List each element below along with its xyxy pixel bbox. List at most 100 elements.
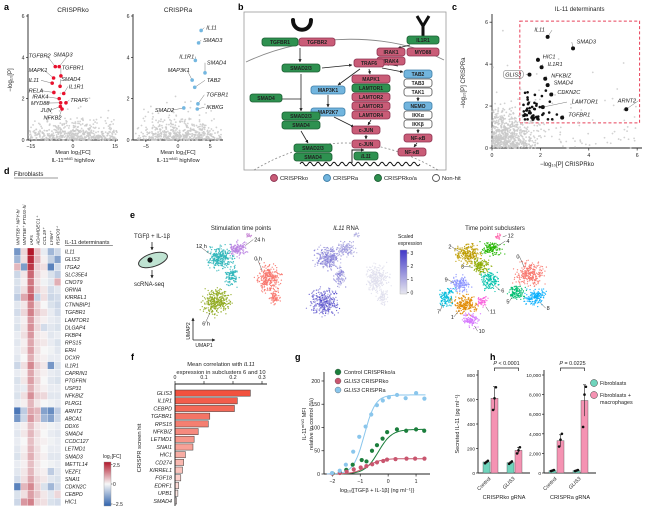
svg-text:SMAD3: SMAD3 (203, 38, 223, 44)
svg-text:TAB2: TAB2 (412, 72, 425, 78)
svg-text:TRAF6: TRAF6 (70, 98, 89, 104)
svg-text:IRAK4: IRAK4 (383, 59, 398, 65)
svg-text:GLIS3: GLIS3 (65, 257, 80, 263)
svg-text:MAP3K1: MAP3K1 (168, 68, 190, 74)
svg-text:NEMO: NEMO (411, 104, 426, 110)
svg-text:IL1R1: IL1R1 (69, 84, 84, 90)
svg-text:SMAD4: SMAD4 (207, 61, 226, 67)
svg-text:2: 2 (485, 104, 488, 110)
svg-text:1: 1 (411, 277, 414, 283)
svg-text:CEBPD: CEBPD (65, 492, 83, 498)
svg-text:4: 4 (485, 62, 488, 68)
svg-text:CRISPRko/a: CRISPRko/a (384, 176, 418, 182)
svg-text:WNT5B⁺ NPY-hi: WNT5B⁺ NPY-hi (15, 209, 21, 245)
svg-text:CCL19⁺: CCL19⁺ (42, 227, 48, 245)
svg-text:log₂[FC]: log₂[FC] (103, 454, 122, 460)
svg-text:NFKBIZ: NFKBIZ (65, 394, 84, 400)
svg-text:TGFBR2: TGFBR2 (29, 53, 52, 59)
svg-text:IKKα: IKKα (412, 113, 425, 119)
svg-text:LAMTOR2: LAMTOR2 (359, 95, 383, 101)
svg-text:Mean log₂[FC]: Mean log₂[FC] (160, 150, 196, 156)
svg-text:PLRG1: PLRG1 (65, 401, 82, 407)
svg-text:TAK1: TAK1 (412, 90, 425, 96)
svg-text:0: 0 (491, 153, 494, 159)
svg-text:SMAD2: SMAD2 (155, 108, 175, 114)
svg-text:−5: −5 (143, 144, 149, 150)
svg-text:IL11: IL11 (65, 250, 75, 256)
svg-text:TGFBR2: TGFBR2 (307, 40, 327, 46)
svg-text:−log₁₀[P] CRISPRa: −log₁₀[P] CRISPRa (461, 57, 467, 109)
svg-text:c-JUN: c-JUN (359, 128, 374, 134)
svg-text:MAP2K7: MAP2K7 (318, 110, 339, 116)
svg-text:CRISPRko: CRISPRko (57, 7, 89, 14)
svg-text:SMAD3: SMAD3 (577, 40, 597, 46)
svg-text:2.5: 2.5 (113, 463, 120, 469)
svg-text:LAMTOR4: LAMTOR4 (359, 113, 383, 119)
svg-text:0: 0 (127, 138, 130, 144)
svg-text:scRNA-seq: scRNA-seq (134, 282, 164, 288)
panel-e-label: e (130, 210, 136, 220)
svg-text:2: 2 (127, 97, 130, 103)
svg-text:LAMTOR1: LAMTOR1 (572, 100, 598, 106)
svg-text:3: 3 (411, 251, 414, 257)
svg-text:IAFs: IAFs (29, 235, 35, 245)
svg-text:MYD88: MYD88 (31, 101, 51, 107)
svg-text:SMAD4: SMAD4 (304, 155, 322, 161)
svg-text:CRISPRko: CRISPRko (280, 176, 308, 182)
svg-text:SMAD4: SMAD4 (292, 123, 310, 129)
svg-text:TGFBR1: TGFBR1 (206, 93, 228, 99)
svg-text:Stimulation time points: Stimulation time points (211, 226, 271, 232)
svg-text:IRAK1: IRAK1 (383, 50, 398, 56)
svg-text:Time point subclusters: Time point subclusters (465, 226, 525, 232)
svg-text:NFKBIZ: NFKBIZ (551, 73, 571, 79)
panel-a-label: a (4, 2, 10, 12)
svg-text:CNOT9: CNOT9 (65, 280, 83, 286)
panel-c-label: c (452, 2, 458, 12)
svg-text:6 h: 6 h (202, 321, 210, 327)
svg-text:24 h: 24 h (254, 238, 265, 244)
svg-text:−15: −15 (26, 144, 35, 150)
svg-text:CDKN2C: CDKN2C (557, 90, 581, 96)
svg-text:CTNNBIP1: CTNNBIP1 (65, 303, 91, 309)
svg-text:4: 4 (127, 55, 130, 61)
svg-text:UMAP2: UMAP2 (186, 322, 192, 339)
svg-text:TRAF6: TRAF6 (361, 61, 377, 67)
svg-text:6: 6 (127, 14, 130, 20)
svg-text:TGFBR1: TGFBR1 (62, 66, 84, 72)
svg-text:SMAD4: SMAD4 (61, 77, 80, 83)
svg-text:expression: expression (398, 241, 422, 247)
svg-text:SMAD4: SMAD4 (257, 96, 275, 102)
svg-text:VEZF1: VEZF1 (65, 469, 81, 475)
panel-b-label: b (238, 2, 244, 12)
svg-text:0: 0 (177, 144, 180, 150)
svg-text:NF-κB: NF-κB (411, 136, 426, 142)
svg-text:IL-11mNG high/low: IL-11mNG high/low (51, 156, 94, 164)
panel-g-label: g (295, 352, 301, 362)
svg-text:NFKB2: NFKB2 (43, 115, 62, 121)
svg-text:TGFBR1: TGFBR1 (65, 310, 86, 316)
svg-text:CRISPRa: CRISPRa (333, 176, 359, 182)
svg-text:LAMTOR1: LAMTOR1 (359, 86, 383, 92)
svg-text:IRAK4: IRAK4 (32, 95, 48, 101)
svg-text:LAMTOR3: LAMTOR3 (359, 104, 383, 110)
svg-text:2: 2 (22, 97, 25, 103)
svg-text:IL1R1: IL1R1 (548, 62, 563, 68)
svg-text:4: 4 (587, 153, 590, 159)
svg-text:RELA: RELA (29, 88, 44, 94)
svg-text:DLGAP4: DLGAP4 (65, 325, 86, 331)
svg-text:MAPK1: MAPK1 (29, 68, 48, 74)
svg-text:SMAD4: SMAD4 (65, 432, 83, 438)
svg-text:CDKN2C: CDKN2C (65, 485, 87, 491)
svg-text:MAP3K1: MAP3K1 (318, 88, 339, 94)
svg-text:METTL14: METTL14 (65, 462, 88, 468)
svg-text:ADAMDEC1⁺: ADAMDEC1⁺ (35, 215, 41, 246)
svg-text:PTGFRN: PTGFRN (65, 378, 87, 384)
svg-text:HIC1: HIC1 (65, 500, 77, 506)
svg-text:FKBP4: FKBP4 (65, 333, 82, 339)
svg-text:IL1R1: IL1R1 (416, 38, 430, 44)
svg-text:DCXR: DCXR (65, 356, 80, 362)
svg-text:MYD88: MYD88 (415, 50, 432, 56)
svg-text:IL11: IL11 (206, 25, 216, 31)
